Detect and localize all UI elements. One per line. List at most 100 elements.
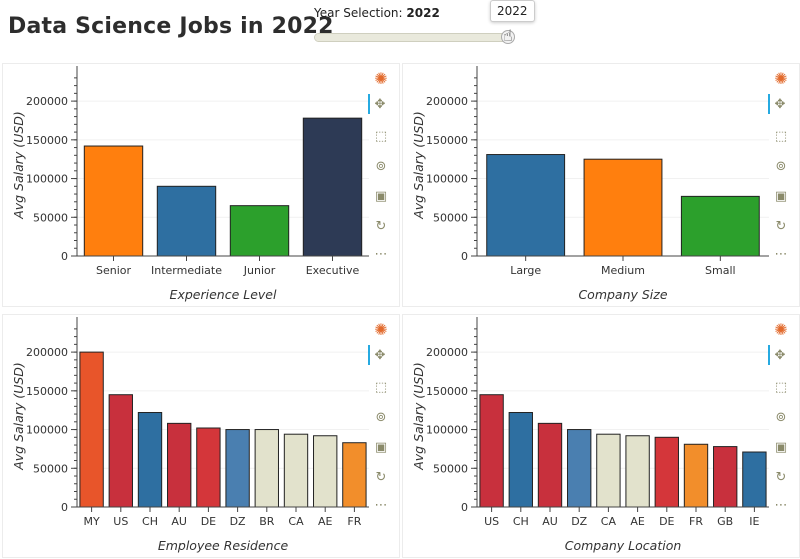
hand-cursor-icon: ☝: [503, 26, 513, 45]
x-tick-label: IE: [749, 515, 759, 528]
bokeh-logo-icon: ✺: [374, 68, 388, 88]
pan-icon[interactable]: ✥: [768, 94, 790, 114]
y-tick-label: 0: [61, 250, 68, 263]
y-axis-title: Avg Salary (USD): [411, 111, 426, 220]
box-zoom-icon[interactable]: ⬚: [774, 128, 788, 144]
bar-ca[interactable]: [596, 433, 621, 508]
bar-gb[interactable]: [713, 446, 738, 508]
x-tick-label: FR: [689, 515, 703, 528]
y-tick-label: 200000: [26, 95, 68, 108]
slider-track[interactable]: [314, 30, 515, 44]
save-icon[interactable]: ▣: [774, 188, 788, 204]
bar-us[interactable]: [479, 394, 504, 508]
x-tick-label: DE: [201, 515, 216, 528]
x-tick-label: Junior: [243, 264, 276, 277]
chart-svg: 0 50000 100000 150000 200000 MY US CH AU DE DZ BR CA…: [11, 317, 369, 553]
bar-junior[interactable]: [229, 205, 290, 257]
pan-icon[interactable]: ✥: [368, 345, 390, 365]
x-axis-title: Company Location: [565, 538, 682, 553]
chart-toolbar: ✺ ✥ ⬚ ⊚ ▣ ↻ ⋯: [368, 64, 393, 264]
y-tick-label: 150000: [426, 134, 468, 147]
bar-fr[interactable]: [683, 443, 709, 508]
box-zoom-icon[interactable]: ⬚: [374, 379, 388, 395]
pan-icon[interactable]: ✥: [368, 94, 390, 114]
bar-dz[interactable]: [567, 429, 592, 508]
pan-icon[interactable]: ✥: [768, 345, 790, 365]
slider-label: Year Selection: 2022: [314, 6, 440, 20]
more-icon[interactable]: ⋯: [374, 497, 388, 513]
bar-fr[interactable]: [342, 442, 367, 508]
bar-ch[interactable]: [508, 412, 533, 508]
bar-large[interactable]: [486, 154, 566, 257]
bar-au[interactable]: [167, 422, 192, 508]
bar-de[interactable]: [196, 427, 221, 508]
save-icon[interactable]: ▣: [774, 439, 788, 455]
bar-small[interactable]: [680, 195, 760, 257]
bar-de[interactable]: [654, 436, 679, 508]
wheel-zoom-icon[interactable]: ⊚: [775, 158, 787, 174]
more-icon[interactable]: ⋯: [774, 246, 788, 262]
bar-au[interactable]: [537, 422, 563, 508]
y-tick-label: 150000: [426, 385, 468, 398]
bar-my[interactable]: [79, 351, 104, 508]
chart-toolbar: ✺ ✥ ⬚ ⊚ ▣ ↻ ⋯: [768, 64, 793, 264]
bar-executive[interactable]: [302, 117, 363, 257]
box-zoom-icon[interactable]: ⬚: [774, 379, 788, 395]
bar-ca[interactable]: [283, 433, 309, 508]
reset-icon[interactable]: ↻: [775, 469, 787, 485]
slider-label-value: 2022: [406, 6, 440, 20]
more-icon[interactable]: ⋯: [774, 497, 788, 513]
x-tick-label: DZ: [571, 515, 587, 528]
reset-icon[interactable]: ↻: [375, 218, 387, 234]
bar-dz[interactable]: [225, 429, 250, 508]
slider-fill: [315, 34, 515, 41]
save-icon[interactable]: ▣: [374, 439, 388, 455]
x-tick-label: US: [113, 515, 128, 528]
x-tick-label: BR: [259, 515, 275, 528]
wheel-zoom-icon[interactable]: ⊚: [375, 158, 387, 174]
chart-toolbar: ✺ ✥ ⬚ ⊚ ▣ ↻ ⋯: [368, 315, 393, 515]
chart-toolbar: ✺ ✥ ⬚ ⊚ ▣ ↻ ⋯: [768, 315, 793, 515]
save-icon[interactable]: ▣: [374, 188, 388, 204]
chart-panel-employee-residence: 0 50000 100000 150000 200000 MY US CH AU DE DZ BR CA…: [2, 314, 400, 558]
bar-ae[interactable]: [625, 435, 650, 508]
bar-ae[interactable]: [313, 435, 338, 508]
x-tick-label: CH: [142, 515, 158, 528]
box-zoom-icon[interactable]: ⬚: [374, 128, 388, 144]
reset-icon[interactable]: ↻: [375, 469, 387, 485]
x-tick-label: Senior: [96, 264, 132, 277]
year-slider[interactable]: Year Selection: 2022: [314, 6, 524, 46]
more-icon[interactable]: ⋯: [374, 246, 388, 262]
x-tick-label: AE: [318, 515, 333, 528]
bokeh-logo-icon: ✺: [774, 319, 788, 339]
y-tick-label: 150000: [26, 134, 68, 147]
bar-senior[interactable]: [83, 145, 144, 257]
chart-panel-company-size: 0 50000 100000 150000 200000 Large Medium Small…: [402, 63, 800, 307]
bar-br[interactable]: [254, 429, 279, 508]
chart-svg: 0 50000 100000 150000 200000 US CH AU DZ CA AE DE FR…: [411, 317, 769, 553]
y-axis-title: Avg Salary (USD): [411, 362, 426, 471]
slider-handle[interactable]: [501, 30, 515, 44]
bar-ch[interactable]: [137, 412, 163, 508]
slider-label-text: Year Selection:: [314, 6, 407, 20]
x-axis-title: Employee Residence: [158, 538, 289, 553]
bar-ie[interactable]: [742, 451, 767, 508]
x-tick-label: AU: [542, 515, 558, 528]
chart-panel-company-location: 0 50000 100000 150000 200000 US CH AU DZ CA AE DE FR…: [402, 314, 800, 558]
x-axis-title: Experience Level: [170, 287, 277, 302]
x-tick-label: AU: [171, 515, 187, 528]
x-tick-label: AE: [630, 515, 645, 528]
y-tick-label: 50000: [33, 462, 68, 475]
wheel-zoom-icon[interactable]: ⊚: [775, 409, 787, 425]
x-tick-label: GB: [717, 515, 733, 528]
bar-us[interactable]: [108, 394, 133, 508]
x-tick-label: CH: [513, 515, 529, 528]
bar-intermediate[interactable]: [156, 185, 217, 257]
x-tick-label: Large: [510, 264, 541, 277]
y-tick-label: 200000: [426, 346, 468, 359]
reset-icon[interactable]: ↻: [775, 218, 787, 234]
bar-medium[interactable]: [583, 158, 663, 257]
x-tick-label: US: [484, 515, 499, 528]
x-tick-label: Intermediate: [151, 264, 222, 277]
wheel-zoom-icon[interactable]: ⊚: [375, 409, 387, 425]
